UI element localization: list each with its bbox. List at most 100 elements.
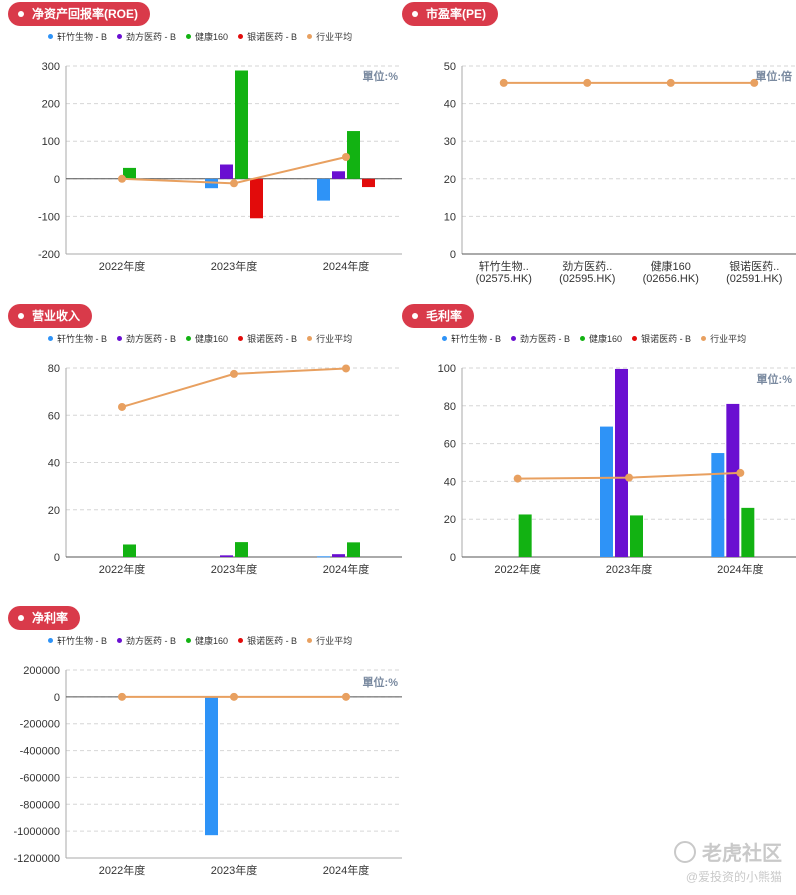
x-tick-label: 2023年度: [211, 562, 257, 576]
legend-item[interactable]: 银诺医药 - B: [238, 332, 297, 345]
bar[interactable]: [220, 555, 233, 557]
legend-item[interactable]: 行业平均: [307, 634, 352, 647]
x-tick-label: 2023年度: [606, 562, 652, 576]
y-tick-label: 10: [444, 211, 456, 223]
bullet-icon: [412, 313, 418, 319]
roe-panel: 净资产回报率(ROE) 轩竹生物 - B 劲方医药 - B 健康160 银诺医药 - …: [8, 2, 408, 292]
y-tick-label: 20: [48, 505, 60, 517]
x-tick-label: 2024年度: [717, 562, 763, 576]
legend-item[interactable]: 健康160: [186, 634, 228, 647]
legend-item[interactable]: 银诺医药 - B: [238, 634, 297, 647]
bar[interactable]: [123, 167, 136, 179]
average-point[interactable]: [230, 369, 238, 378]
average-point[interactable]: [342, 364, 350, 373]
legend-item[interactable]: 轩竹生物 - B: [48, 332, 107, 345]
y-tick-label: 80: [444, 401, 456, 413]
roe-title: 净资产回报率(ROE): [8, 2, 150, 26]
legend-swatch-icon: [186, 34, 192, 39]
legend-item[interactable]: 健康160: [580, 332, 622, 345]
tiger-logo-icon: [674, 840, 696, 863]
legend-label: 健康160: [195, 334, 229, 344]
y-tick-label: -1000000: [14, 826, 61, 838]
bar[interactable]: [518, 514, 532, 557]
bar[interactable]: [711, 453, 725, 557]
gross-margin-legend[interactable]: 轩竹生物 - B 劲方医药 - B 健康160 银诺医药 - B 行业平均: [442, 332, 746, 345]
legend-swatch-icon: [117, 336, 123, 341]
average-point[interactable]: [583, 78, 592, 87]
bar[interactable]: [205, 696, 218, 836]
legend-item[interactable]: 劲方医药 - B: [117, 30, 176, 43]
average-point[interactable]: [625, 473, 633, 482]
legend-item[interactable]: 轩竹生物 - B: [48, 634, 107, 647]
average-point[interactable]: [118, 174, 126, 183]
legend-item[interactable]: 行业平均: [307, 30, 352, 43]
average-point[interactable]: [118, 692, 126, 701]
legend-item[interactable]: 健康160: [186, 30, 228, 43]
bar[interactable]: [741, 507, 755, 557]
legend-item[interactable]: 轩竹生物 - B: [48, 30, 107, 43]
bar[interactable]: [615, 368, 628, 557]
bar[interactable]: [630, 515, 643, 557]
legend-item[interactable]: 劲方医药 - B: [511, 332, 570, 345]
average-point[interactable]: [736, 468, 745, 477]
y-tick-label: 100: [42, 136, 60, 148]
revenue-title: 营业收入: [8, 304, 93, 328]
net-margin-title: 净利率: [8, 606, 81, 630]
bar[interactable]: [205, 178, 218, 189]
legend-label: 轩竹生物 - B: [57, 32, 108, 42]
net-margin-chart: 200000 0 -200000 -400000 -600000 -800000 -1000…: [14, 665, 402, 877]
legend-item[interactable]: 轩竹生物 - B: [442, 332, 501, 345]
legend-item[interactable]: 银诺医药 - B: [632, 332, 691, 345]
gross-margin-panel: 毛利率 轩竹生物 - B 劲方医药 - B 健康160 银诺医药 - B 行业平均 10…: [402, 304, 796, 584]
revenue-chart: 80 60 40 20 0 2022年度 2023年度 2024年度: [48, 363, 402, 576]
legend-item[interactable]: 劲方医药 - B: [117, 634, 176, 647]
unit-label: 單位:%: [363, 675, 399, 689]
revenue-legend[interactable]: 轩竹生物 - B 劲方医药 - B 健康160 银诺医药 - B 行业平均: [48, 332, 352, 345]
legend-item[interactable]: 健康160: [186, 332, 228, 345]
x-tick-label: 2023年度: [211, 259, 257, 273]
net-margin-legend[interactable]: 轩竹生物 - B 劲方医药 - B 健康160 银诺医药 - B 行业平均: [48, 634, 352, 647]
bar[interactable]: [600, 426, 613, 557]
legend-item[interactable]: 劲方医药 - B: [117, 332, 176, 345]
average-point[interactable]: [666, 78, 675, 87]
legend-label: 劲方医药 - B: [126, 636, 177, 646]
average-point[interactable]: [499, 78, 508, 87]
bar[interactable]: [332, 554, 345, 557]
legend-label: 轩竹生物 - B: [451, 334, 502, 344]
bar[interactable]: [347, 131, 360, 179]
y-tick-label: -600000: [20, 772, 60, 784]
legend-label: 健康160: [195, 32, 229, 42]
average-point[interactable]: [230, 179, 238, 188]
average-point[interactable]: [118, 402, 126, 411]
legend-label: 行业平均: [710, 334, 747, 344]
legend-item[interactable]: 行业平均: [701, 332, 746, 345]
average-point[interactable]: [230, 692, 238, 701]
roe-legend[interactable]: 轩竹生物 - B 劲方医药 - B 健康160 银诺医药 - B 行业平均: [48, 30, 352, 43]
legend-item[interactable]: 银诺医药 - B: [238, 30, 297, 43]
average-point[interactable]: [513, 474, 522, 483]
bar[interactable]: [123, 544, 136, 557]
bar[interactable]: [235, 542, 248, 557]
legend-item[interactable]: 行业平均: [307, 332, 352, 345]
y-tick-label: 0: [54, 692, 60, 704]
average-point[interactable]: [750, 78, 759, 87]
legend-swatch-icon: [117, 638, 123, 643]
bar[interactable]: [250, 178, 263, 219]
unit-label: 單位:%: [363, 69, 399, 83]
legend-swatch-icon: [48, 638, 53, 643]
bar[interactable]: [726, 403, 740, 557]
average-point[interactable]: [342, 152, 350, 161]
bar[interactable]: [235, 70, 248, 179]
bar[interactable]: [220, 164, 233, 179]
bar[interactable]: [347, 542, 360, 557]
x-tick-label: 2024年度: [323, 863, 369, 877]
bar[interactable]: [332, 171, 345, 179]
bar[interactable]: [362, 178, 375, 188]
bar[interactable]: [317, 178, 330, 201]
y-tick-label: 0: [54, 552, 60, 564]
bar[interactable]: [317, 556, 330, 558]
average-point[interactable]: [342, 692, 350, 701]
legend-swatch-icon: [580, 336, 586, 341]
y-tick-label: -1200000: [14, 853, 61, 865]
legend-swatch-icon: [632, 336, 638, 341]
